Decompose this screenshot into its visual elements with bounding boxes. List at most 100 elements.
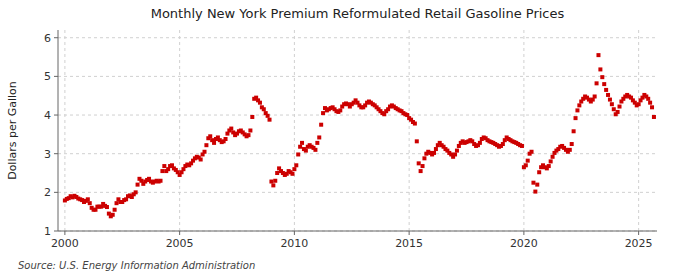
y-grid-line xyxy=(58,115,657,116)
point xyxy=(338,108,342,112)
point xyxy=(574,116,578,120)
point xyxy=(266,114,270,118)
point xyxy=(136,183,140,187)
point xyxy=(531,181,535,185)
point xyxy=(86,197,90,201)
point xyxy=(160,169,164,173)
point xyxy=(604,88,608,92)
x-grid-line xyxy=(409,30,410,231)
point xyxy=(250,115,254,119)
point xyxy=(422,156,426,160)
point xyxy=(296,152,300,156)
point xyxy=(453,152,457,156)
point xyxy=(570,142,574,146)
point xyxy=(596,53,600,57)
point xyxy=(526,159,530,163)
x-grid-line xyxy=(294,30,295,231)
point xyxy=(269,180,273,184)
point xyxy=(113,208,117,212)
x-tick xyxy=(294,231,295,235)
point xyxy=(292,167,296,171)
point xyxy=(419,169,423,173)
title: Monthly New York Premium Reformulated Re… xyxy=(151,6,565,21)
point xyxy=(524,163,528,167)
point xyxy=(577,103,581,107)
point xyxy=(268,118,272,122)
source: Source: U.S. Energy Information Administ… xyxy=(18,260,255,271)
y-tick-label: 3 xyxy=(44,148,51,161)
y-tick-label: 6 xyxy=(44,32,51,45)
x-grid-line xyxy=(638,30,639,231)
x-tick xyxy=(179,231,180,235)
point xyxy=(520,144,524,148)
point xyxy=(204,143,208,147)
point xyxy=(602,82,606,86)
point xyxy=(551,155,555,159)
point xyxy=(650,105,654,109)
ticks: 123456200020052010201520202025 xyxy=(44,32,653,250)
chart: Monthly New York Premium Reformulated Re… xyxy=(0,0,675,275)
point xyxy=(159,179,163,183)
points xyxy=(63,53,656,218)
y-grid-line xyxy=(58,37,657,38)
y-grid-line xyxy=(58,192,657,193)
y-axis-line xyxy=(58,30,59,231)
point xyxy=(549,159,553,163)
point xyxy=(600,75,604,79)
point xyxy=(421,164,425,168)
point xyxy=(434,147,438,151)
x-tick xyxy=(638,231,639,235)
point xyxy=(229,127,233,131)
point xyxy=(637,102,641,106)
point xyxy=(593,94,597,98)
y-axis-label: Dollars per Gallon xyxy=(6,81,19,180)
point xyxy=(321,111,325,115)
point xyxy=(646,97,650,101)
y-tick-label: 5 xyxy=(44,70,51,83)
point xyxy=(535,183,539,187)
point xyxy=(432,151,436,155)
point xyxy=(111,213,115,217)
point xyxy=(478,141,482,145)
grid xyxy=(58,30,657,231)
point xyxy=(298,145,302,149)
point xyxy=(608,98,612,102)
point xyxy=(612,107,616,111)
point xyxy=(648,101,652,105)
point xyxy=(271,183,275,187)
point xyxy=(618,105,622,109)
y-grid-line xyxy=(58,76,657,77)
y-tick xyxy=(54,231,58,232)
point xyxy=(88,201,92,205)
point xyxy=(315,141,319,145)
point xyxy=(304,149,308,153)
point xyxy=(300,141,304,145)
point xyxy=(246,133,250,137)
point xyxy=(105,205,109,209)
y-tick xyxy=(54,76,58,77)
point xyxy=(134,190,138,194)
y-tick xyxy=(54,115,58,116)
point xyxy=(413,122,417,126)
point xyxy=(417,161,421,165)
point xyxy=(224,137,228,141)
point xyxy=(202,150,206,154)
point xyxy=(530,150,534,154)
point xyxy=(319,123,323,127)
y-grid-line xyxy=(58,231,657,232)
y-tick xyxy=(54,192,58,193)
point xyxy=(258,101,262,105)
point xyxy=(501,142,505,146)
x-tick-label: 2020 xyxy=(510,237,538,250)
x-axis-line xyxy=(58,231,657,232)
point xyxy=(595,81,599,85)
x-tick xyxy=(64,231,65,235)
point xyxy=(455,149,459,153)
point xyxy=(275,171,279,175)
x-tick-label: 2000 xyxy=(51,237,79,250)
x-tick-label: 2025 xyxy=(625,237,653,250)
point xyxy=(568,148,572,152)
x-grid-line xyxy=(523,30,524,231)
point xyxy=(313,148,317,152)
point xyxy=(115,201,119,205)
